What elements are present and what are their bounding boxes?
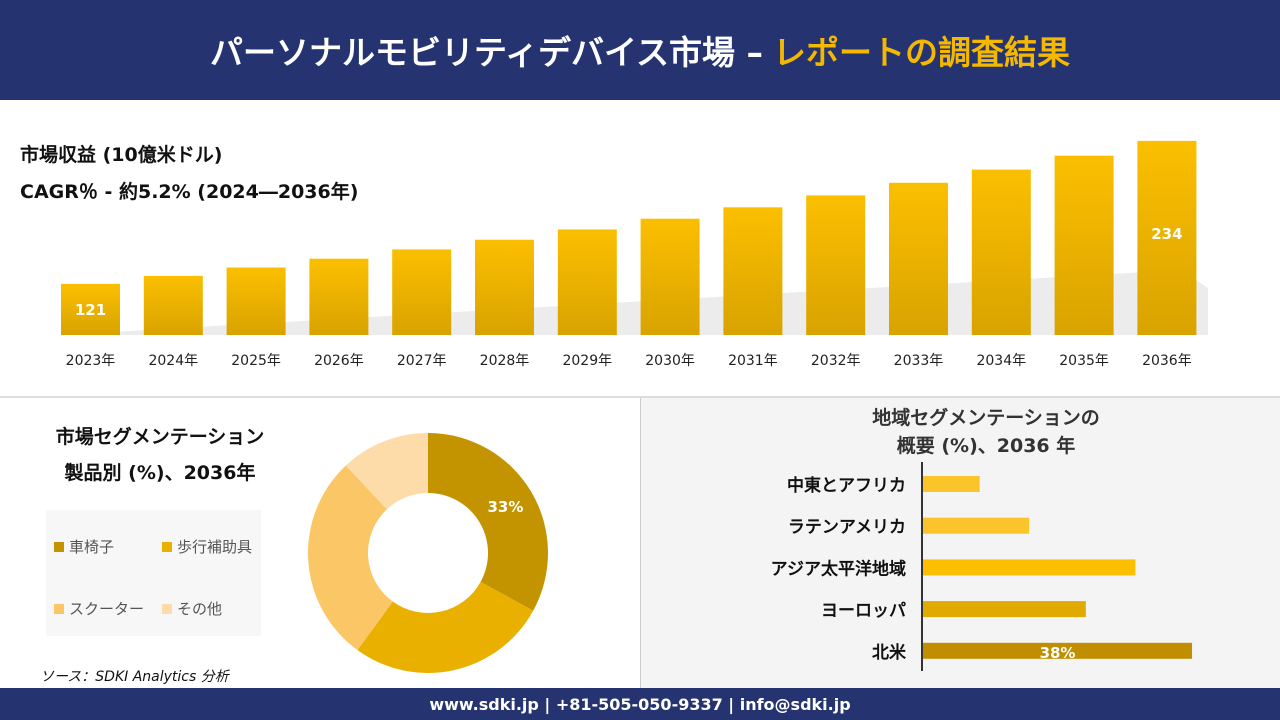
product-title-1: 市場セグメンテーション: [55, 426, 265, 448]
region-title: 地域セグメンテーションの 概要 (%)、2036 年: [641, 404, 1280, 460]
region-label: ラテンアメリカ: [788, 518, 906, 538]
revenue-title: 市場収益 (10億米ドル): [20, 144, 223, 166]
legend-swatch: [54, 541, 64, 552]
footer-contact: www.sdki.jp | +81-505-050-9337 | info@sd…: [0, 688, 1280, 720]
revenue-bar: [557, 229, 617, 335]
bar-data-label: 121: [75, 301, 106, 319]
product-title-2: 製品別 (%)、2036年: [64, 462, 256, 484]
page-title: パーソナルモビリティデバイス市場 –: [209, 33, 764, 72]
revenue-bar: [889, 182, 948, 335]
year-tick-label: 2023年: [66, 353, 116, 369]
revenue-bar: [143, 275, 203, 335]
region-bar: [923, 517, 1030, 534]
year-tick-label: 2025年: [231, 353, 281, 369]
revenue-bar: [309, 258, 369, 335]
legend-label: 歩行補助具: [177, 538, 253, 556]
year-tick-label: 2028年: [480, 353, 530, 369]
donut-slice: [357, 581, 534, 673]
revenue-bar: [475, 239, 534, 335]
legend-swatch: [162, 541, 172, 552]
region-label: アジア太平洋地域: [771, 558, 906, 579]
revenue-bars-svg: 2023年 121 2024年 2025年 2026年 2027年 2028年 2029年 20…: [60, 140, 1208, 369]
year-tick-label: 2026年: [314, 353, 364, 369]
legend-label: 車椅子: [69, 538, 115, 556]
year-tick-label: 2034年: [976, 353, 1026, 369]
donut-chart: 33%: [308, 433, 548, 673]
legend-item: スクーター: [54, 598, 144, 619]
year-tick-label: 2031年: [728, 353, 778, 369]
region-title-2: 概要 (%)、2036 年: [896, 435, 1076, 457]
region-label: ヨーロッパ: [821, 601, 906, 621]
year-tick-label: 2035年: [1059, 353, 1109, 369]
header-banner: パーソナルモビリティデバイス市場 – レポートの調査結果: [0, 0, 1280, 100]
region-bar: [923, 559, 1136, 576]
year-tick-label: 2036年: [1142, 353, 1192, 369]
year-tick-label: 2030年: [645, 353, 695, 369]
revenue-bar: [806, 195, 866, 335]
region-label: 北米: [872, 642, 907, 663]
donut-slice: [428, 433, 548, 611]
source-note: ソース：SDKI Analytics 分析: [40, 669, 229, 685]
legend-label: スクーター: [69, 600, 145, 618]
divider: [0, 396, 1280, 398]
region-segment-panel: 地域セグメンテーションの 概要 (%)、2036 年 中東とアフリカ ラテンアメリ…: [640, 398, 1280, 688]
region-bar: [923, 642, 1193, 659]
region-bar: [923, 601, 1086, 618]
legend-swatch: [162, 603, 172, 614]
revenue-bar: [61, 283, 120, 335]
donut-slice: [345, 433, 428, 510]
donut-slice: [308, 465, 393, 651]
revenue-bar: [971, 169, 1031, 335]
legend-label: その他: [177, 600, 223, 618]
year-tick-label: 2027年: [397, 353, 447, 369]
year-tick-label: 2033年: [894, 353, 944, 369]
slice-data-label: 33%: [488, 498, 524, 516]
product-segment-panel: 市場セグメンテーション 製品別 (%)、2036年 車椅子 歩行補助具スクーター そ…: [0, 398, 640, 688]
revenue-chart: 市場収益 (10億米ドル) CAGR％ - 約5.2% (2024―2036年)…: [0, 100, 1280, 396]
revenue-bar: [392, 249, 452, 335]
revenue-bar: [640, 218, 700, 335]
legend-swatch: [54, 603, 64, 614]
bar-data-label: 234: [1151, 225, 1182, 243]
legend-item: その他: [162, 598, 222, 619]
cagr-subtitle: CAGR％ - 約5.2% (2024―2036年): [20, 181, 359, 203]
legend-item: 車椅子: [54, 536, 114, 557]
donut-legend: 車椅子 歩行補助具スクーター その他: [46, 510, 261, 636]
year-tick-label: 2024年: [148, 353, 198, 369]
revenue-bar: [226, 267, 286, 335]
region-data-label: 38%: [1040, 644, 1076, 662]
region-title-1: 地域セグメンテーションの: [872, 407, 1100, 429]
region-bar: [923, 476, 980, 492]
year-tick-label: 2032年: [811, 353, 861, 369]
revenue-bar: [1137, 140, 1197, 335]
year-tick-label: 2029年: [562, 353, 612, 369]
region-label: 中東とアフリカ: [787, 475, 906, 496]
revenue-bar: [1054, 155, 1114, 335]
revenue-bar: [723, 207, 783, 335]
page-title-accent: レポートの調査結果: [773, 33, 1071, 72]
legend-item: 歩行補助具: [162, 536, 252, 557]
